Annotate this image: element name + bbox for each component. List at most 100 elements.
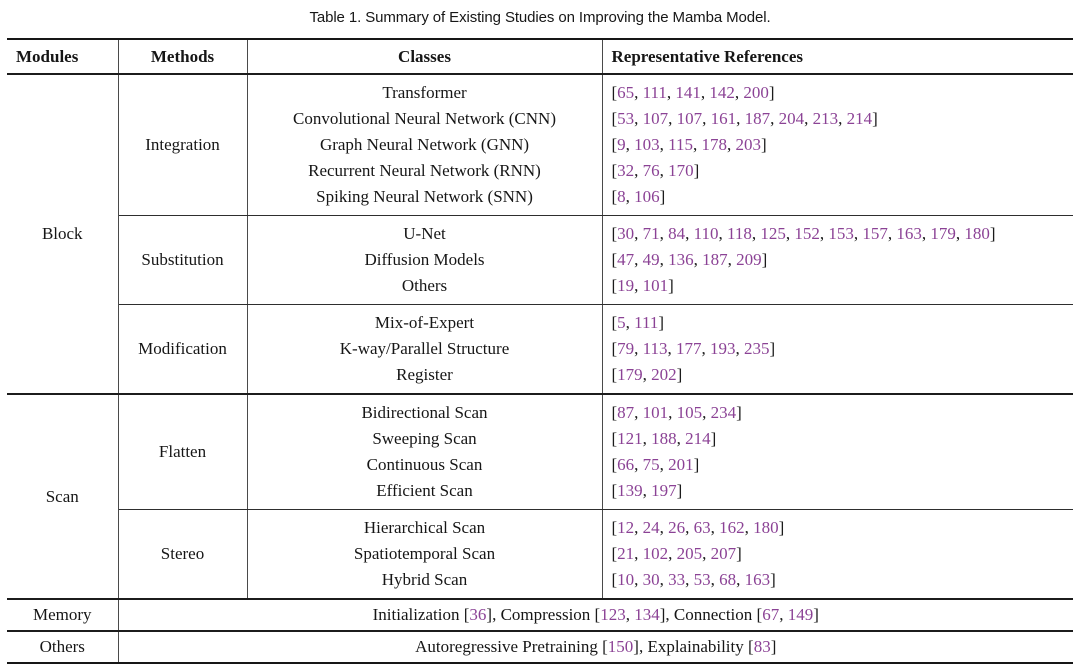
citation-link[interactable]: 214 [685,429,711,448]
citation-link[interactable]: 101 [642,276,669,295]
citation-link[interactable]: 162 [719,518,745,537]
citation-link[interactable]: 123 [600,605,626,624]
citation-link[interactable]: 84 [668,224,686,243]
citation-link[interactable]: 213 [812,109,839,128]
citation-link[interactable]: 53 [617,109,635,128]
reference-list: [12, 24, 26, 63, 162, 180] [612,515,1074,541]
citation-link[interactable]: 214 [846,109,873,128]
citation-link[interactable]: 205 [676,544,703,563]
citation-link[interactable]: 21 [617,544,635,563]
citation-link[interactable]: 180 [753,518,779,537]
citation-link[interactable]: 24 [642,518,660,537]
citation-link[interactable]: 139 [617,481,643,500]
citation-link[interactable]: 197 [651,481,677,500]
citation-link[interactable]: 102 [642,544,669,563]
citation-link[interactable]: 209 [736,250,762,269]
citation-link[interactable]: 65 [617,83,635,102]
citation-link[interactable]: 142 [709,83,735,102]
citation-link[interactable]: 101 [642,403,669,422]
citation-link[interactable]: 68 [719,570,737,589]
citation-link[interactable]: 201 [668,455,694,474]
citation-link[interactable]: 113 [642,339,668,358]
citation-link[interactable]: 178 [701,135,728,154]
citation-link[interactable]: 9 [617,135,626,154]
citation-link[interactable]: 149 [787,605,814,624]
citation-separator: , [634,109,643,128]
citation-link[interactable]: 30 [617,224,635,243]
method-cell-modification: Modification [118,304,248,395]
citation-link[interactable]: 36 [469,605,487,624]
citation-link[interactable]: 30 [642,570,660,589]
citation-link[interactable]: 47 [617,250,635,269]
method-cell-substitution: Substitution [118,215,248,305]
citation-link[interactable]: 235 [744,339,770,358]
citation-link[interactable]: 67 [762,605,780,624]
citation-link[interactable]: 177 [676,339,702,358]
citation-link[interactable]: 110 [693,224,719,243]
citation-link[interactable]: 111 [634,313,659,332]
citation-link[interactable]: 150 [607,637,634,656]
citation-link[interactable]: 19 [617,276,635,295]
citation-link[interactable]: 71 [642,224,660,243]
citation-bracket: [ [611,313,618,332]
citation-link[interactable]: 200 [743,83,769,102]
citation-link[interactable]: 87 [617,403,635,422]
citation-link[interactable]: 203 [735,135,762,154]
citation-link[interactable]: 134 [634,605,660,624]
class-label: Convolutional Neural Network (CNN) [293,109,556,128]
citation-separator: , [710,570,720,589]
citation-link[interactable]: 180 [964,224,990,243]
citation-link[interactable]: 118 [727,224,752,243]
citation-link[interactable]: 161 [710,109,737,128]
citation-link[interactable]: 107 [676,109,703,128]
citation-link[interactable]: 111 [642,83,667,102]
citation-link[interactable]: 187 [744,109,771,128]
citation-link[interactable]: 33 [668,570,686,589]
citation-link[interactable]: 157 [862,224,888,243]
citation-link[interactable]: 12 [617,518,635,537]
citation-link[interactable]: 187 [702,250,728,269]
citation-link[interactable]: 234 [710,403,737,422]
citation-link[interactable]: 107 [642,109,669,128]
citation-link[interactable]: 106 [634,187,660,206]
method-group-row: Modification Mix-of-Expert K-way/Parallel … [7,304,1073,395]
citation-link[interactable]: 105 [676,403,703,422]
citation-link[interactable]: 125 [760,224,786,243]
citation-link[interactable]: 103 [634,135,660,154]
citation-link[interactable]: 115 [668,135,694,154]
citation-link[interactable]: 202 [651,365,677,384]
citation-link[interactable]: 170 [668,161,694,180]
citation-link[interactable]: 32 [617,161,635,180]
citation-link[interactable]: 8 [617,187,626,206]
citation-separator: , [693,250,703,269]
citation-link[interactable]: 141 [675,83,701,102]
citation-separator: , [659,250,669,269]
citation-link[interactable]: 121 [617,429,643,448]
citation-link[interactable]: 10 [617,570,635,589]
citation-link[interactable]: 83 [753,637,771,656]
citation-link[interactable]: 207 [710,544,737,563]
citation-link[interactable]: 163 [744,570,771,589]
citation-link[interactable]: 76 [642,161,660,180]
citation-link[interactable]: 66 [617,455,635,474]
citation-link[interactable]: 179 [930,224,956,243]
method-cell-integration: Integration [118,74,248,216]
citation-separator: , [642,481,652,500]
citation-link[interactable]: 193 [710,339,736,358]
citation-link[interactable]: 49 [642,250,660,269]
citation-link[interactable]: 26 [668,518,686,537]
citation-link[interactable]: 136 [668,250,694,269]
citation-link[interactable]: 179 [617,365,643,384]
citation-link[interactable]: 5 [617,313,626,332]
citation-link[interactable]: 63 [693,518,711,537]
citation-link[interactable]: 75 [642,455,660,474]
citation-separator: , [634,83,643,102]
citation-link[interactable]: 53 [693,570,711,589]
citation-bracket: [ [611,224,618,243]
citation-link[interactable]: 153 [828,224,854,243]
citation-link[interactable]: 79 [617,339,635,358]
citation-link[interactable]: 152 [794,224,820,243]
citation-link[interactable]: 188 [651,429,677,448]
citation-link[interactable]: 163 [896,224,922,243]
citation-link[interactable]: 204 [778,109,805,128]
